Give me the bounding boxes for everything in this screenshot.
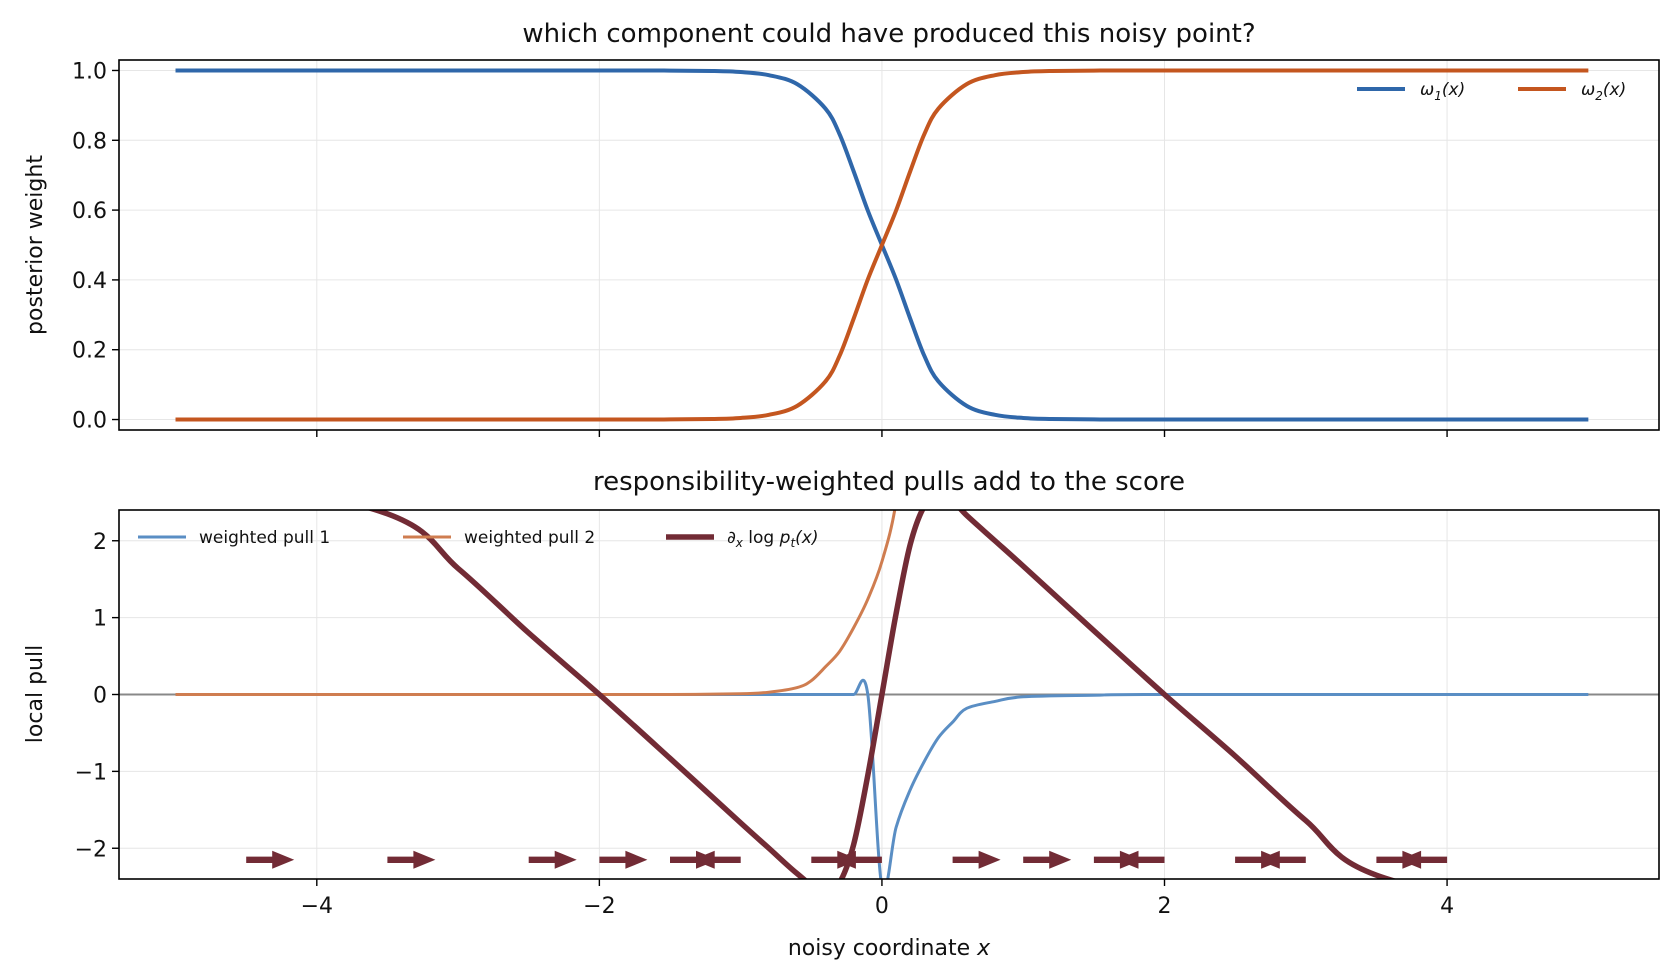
top-y-tick-label: 0.4 (72, 269, 107, 294)
top-ticks: 0.0 0.2 0.4 0.6 0.8 1.0 (72, 59, 1448, 437)
bottom-y-tick-label: −2 (75, 837, 107, 862)
score-arrow (1116, 850, 1165, 869)
score-arrow (833, 850, 882, 869)
score-arrow (1257, 850, 1306, 869)
top-grid (119, 60, 1659, 430)
bottom-x-tick-label: −2 (583, 894, 615, 919)
top-y-tick-label: 0.6 (72, 199, 107, 224)
bottom-x-tick-label: 4 (1440, 894, 1454, 919)
bottom-series-line-2 (175, 510, 897, 697)
bottom-x-tick-label: −4 (301, 894, 333, 919)
bottom-x-tick-label: 2 (1158, 894, 1172, 919)
top-y-tick-label: 0.0 (72, 409, 107, 434)
bottom-y-tick-label: 1 (93, 607, 107, 632)
top-axes-frame (118, 59, 1660, 431)
score-arrow (1023, 850, 1072, 869)
legend-label-weighted-pull-2: weighted pull 2 (464, 528, 595, 548)
top-series-line-2 (175, 68, 1589, 422)
legend-label-omega1: ω1(x) (1420, 80, 1465, 103)
top-y-tick-label: 0.2 (72, 339, 107, 364)
score-arrow (246, 850, 295, 869)
bottom-y-axis-label: local pull (23, 645, 48, 743)
score-arrow (528, 850, 577, 869)
top-y-axis-label: posterior weight (23, 155, 48, 335)
bottom-y-tick-label: 2 (93, 530, 107, 555)
legend-label-omega2: ω2(x) (1581, 80, 1626, 103)
top-legend: ω1(x) ω2(x) (1357, 80, 1626, 103)
bottom-legend: weighted pull 1 weighted pull 2 ∂x log p… (138, 528, 818, 550)
score-arrow (1399, 850, 1448, 869)
bottom-panel-title: responsibility-weighted pulls add to the… (593, 467, 1185, 497)
posterior-weight-panel: which component could have produced this… (23, 19, 1660, 437)
legend-label-score: ∂x log pt(x) (727, 528, 818, 550)
top-series-group (175, 68, 1589, 422)
top-y-tick-label: 0.8 (72, 129, 107, 154)
bottom-ticks: −4 −2 0 2 4 −2 −1 0 1 2 (75, 530, 1455, 919)
score-arrow (387, 850, 436, 869)
bottom-x-axis-label: noisy coordinate x (788, 936, 991, 961)
bottom-series-group (119, 510, 1659, 879)
score-arrow (692, 850, 741, 869)
top-y-tick-label: 1.0 (72, 59, 107, 84)
bottom-x-tick-label: 0 (875, 894, 889, 919)
score-arrow (952, 850, 1001, 869)
score-arrow (599, 850, 648, 869)
legend-label-weighted-pull-1: weighted pull 1 (199, 528, 330, 548)
bottom-y-tick-label: 0 (93, 684, 107, 709)
bottom-series-line-3 (366, 510, 1398, 879)
top-panel-title: which component could have produced this… (522, 19, 1255, 49)
bottom-y-tick-label: −1 (75, 760, 107, 785)
local-pull-panel: responsibility-weighted pulls add to the… (23, 467, 1660, 961)
